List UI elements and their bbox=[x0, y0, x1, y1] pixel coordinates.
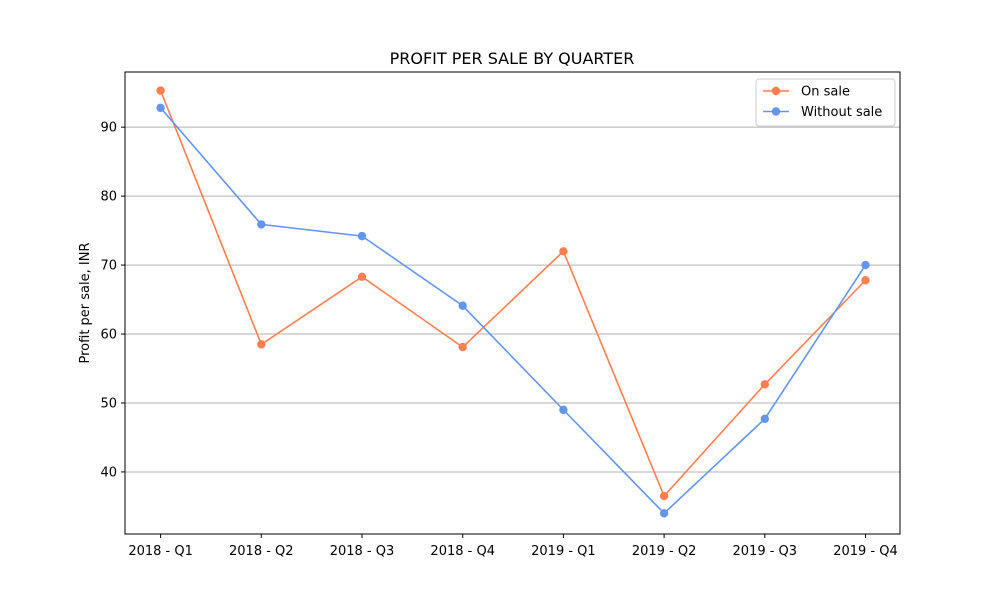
legend: On sale Without sale bbox=[755, 78, 896, 127]
data-point-without-sale bbox=[257, 220, 266, 229]
data-point-without-sale bbox=[458, 301, 467, 310]
data-point-without-sale bbox=[357, 231, 367, 241]
y-tick-label: 50 bbox=[100, 396, 117, 411]
legend-item-without-sale: Without sale bbox=[763, 105, 882, 120]
legend-marker-without-sale bbox=[771, 107, 781, 116]
x-tick-label: 2018 - Q1 bbox=[128, 544, 193, 559]
data-point-without-sale bbox=[861, 260, 870, 270]
x-tick-label: 2018 - Q2 bbox=[229, 544, 294, 559]
series-on-sale bbox=[156, 86, 870, 501]
y-tick-label: 60 bbox=[100, 328, 117, 343]
chart-title: PROFIT PER SALE BY QUARTER bbox=[390, 49, 635, 68]
grid-lines bbox=[125, 126, 900, 473]
data-point-on-sale bbox=[458, 342, 467, 352]
series-line-on-sale bbox=[159, 90, 867, 498]
legend-marker-on-sale bbox=[771, 86, 781, 96]
legend-box bbox=[755, 78, 896, 127]
legend-label-without-sale: Without sale bbox=[801, 105, 882, 120]
data-point-without-sale bbox=[156, 103, 165, 113]
plot-area-frame bbox=[124, 71, 901, 535]
y-axis: 40 50 60 70 80 90 bbox=[100, 121, 125, 480]
y-tick-label: 70 bbox=[100, 259, 117, 274]
series-without-sale bbox=[156, 103, 870, 518]
x-tick-label: 2019 - Q2 bbox=[632, 544, 697, 559]
y-tick-label: 80 bbox=[100, 190, 117, 205]
x-tick-label: 2019 - Q4 bbox=[833, 544, 898, 559]
x-tick-label: 2018 - Q4 bbox=[430, 544, 495, 559]
x-axis: 2018 - Q1 2018 - Q2 2018 - Q3 2018 - Q4 2019… bbox=[128, 534, 898, 559]
x-tick-label: 2018 - Q3 bbox=[330, 544, 395, 559]
data-point-on-sale bbox=[357, 272, 367, 281]
legend-item-on-sale: On sale bbox=[763, 85, 850, 100]
data-point-on-sale bbox=[659, 491, 669, 501]
x-tick-label: 2019 - Q3 bbox=[733, 544, 798, 559]
data-point-on-sale bbox=[861, 276, 870, 285]
data-point-on-sale bbox=[760, 380, 769, 389]
data-point-without-sale bbox=[559, 405, 568, 415]
series-layer bbox=[156, 86, 870, 518]
data-point-without-sale bbox=[659, 509, 669, 518]
y-tick-label: 90 bbox=[100, 121, 117, 136]
data-point-on-sale bbox=[559, 247, 568, 256]
y-tick-label: 40 bbox=[100, 465, 117, 480]
x-tick-label: 2019 - Q1 bbox=[531, 544, 596, 559]
series-line-without-sale bbox=[159, 107, 867, 515]
data-point-on-sale bbox=[257, 340, 266, 349]
legend-label-on-sale: On sale bbox=[801, 85, 850, 100]
data-point-without-sale bbox=[760, 414, 769, 424]
data-point-on-sale bbox=[156, 86, 165, 95]
y-axis-label: Profit per sale, INR bbox=[78, 243, 93, 364]
